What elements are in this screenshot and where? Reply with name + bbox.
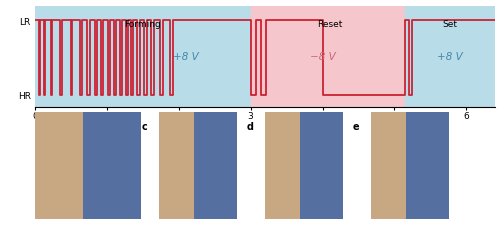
Text: +8 V: +8 V bbox=[173, 52, 199, 62]
Text: d: d bbox=[246, 121, 254, 131]
Bar bbox=[35, 7, 250, 107]
Text: Reset: Reset bbox=[317, 20, 342, 29]
Text: −8 V: −8 V bbox=[310, 52, 336, 62]
Text: c: c bbox=[142, 121, 148, 131]
Text: e: e bbox=[352, 121, 360, 131]
Text: Forming: Forming bbox=[124, 20, 161, 29]
Bar bbox=[35, 113, 82, 219]
Bar bbox=[194, 113, 238, 219]
Text: +8 V: +8 V bbox=[437, 52, 462, 62]
Bar bbox=[265, 113, 300, 219]
Bar bbox=[250, 7, 405, 107]
Text: Set: Set bbox=[442, 20, 457, 29]
Bar bbox=[159, 113, 194, 219]
Bar bbox=[406, 113, 449, 219]
Bar bbox=[405, 7, 495, 107]
Bar bbox=[371, 113, 406, 219]
Bar bbox=[82, 113, 141, 219]
Bar bbox=[300, 113, 343, 219]
